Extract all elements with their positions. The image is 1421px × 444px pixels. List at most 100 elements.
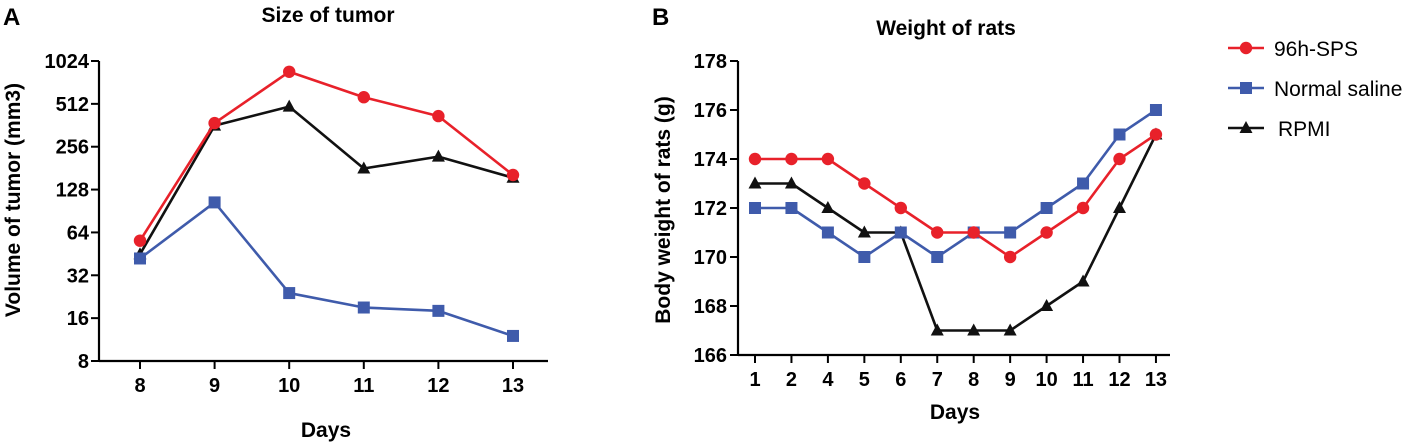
chart-b-point-rpmi — [784, 176, 798, 189]
chart-b-title: Weight of rats — [876, 17, 1016, 40]
chart-b-point-normal-saline — [821, 226, 834, 239]
chart-a-point-96h-sps — [506, 168, 520, 182]
chart-a-point-96h-sps — [133, 234, 147, 247]
chart-b-x-tick-label: 7 — [932, 369, 943, 391]
chart-a-point-normal-saline — [208, 196, 221, 209]
chart-b-point-rpmi — [1113, 201, 1126, 213]
chart-a-point-normal-saline — [507, 329, 519, 342]
chart-b-point-96h-sps — [894, 201, 907, 215]
legend-label: RPMI — [1278, 118, 1331, 141]
chart-a-xlabel: Days — [301, 419, 351, 442]
chart-b-point-normal-saline — [1113, 128, 1126, 141]
chart-a-x-tick-label: 8 — [134, 375, 145, 397]
chart-b-x-tick-label: 13 — [1145, 369, 1167, 391]
chart-b-point-96h-sps — [1040, 226, 1053, 239]
chart-b-point-normal-saline — [1004, 226, 1017, 239]
chart-a-y-tick-label: 1024 — [45, 51, 90, 73]
chart-a-x-tick-label: 13 — [502, 375, 524, 397]
chart-a-point-normal-saline — [283, 287, 296, 300]
chart-a: Size of tumor Volume of tumor (mm3) Days… — [2, 4, 548, 442]
chart-a-y-tick-label: 64 — [67, 222, 90, 244]
chart-a-series — [133, 65, 520, 342]
chart-b-y-tick-label: 172 — [694, 198, 727, 220]
chart-a-x-tick-label: 10 — [278, 375, 300, 397]
chart-b-line-normal-saline — [755, 108, 1157, 259]
chart-b-point-normal-saline — [894, 226, 907, 239]
chart-b-point-rpmi — [748, 176, 762, 189]
chart-a-x-tick-label: 11 — [353, 375, 374, 397]
chart-b-point-rpmi — [930, 323, 944, 336]
chart-b-point-rpmi — [821, 201, 835, 213]
chart-b-x-tick-label: 1 — [749, 369, 760, 391]
chart-a-line-rpmi — [138, 105, 514, 255]
chart-b-point-rpmi — [967, 323, 981, 336]
chart-b-x-tick-label: 5 — [859, 369, 870, 391]
chart-a-axes: 8 16 32 64 128 256 512 1024 8 9 10 11 12 13 — [45, 51, 548, 397]
chart-b-ylabel: Body weight of rats (g) — [652, 96, 675, 324]
legend: 96h-SPS Normal saline RPMI — [1228, 38, 1402, 141]
chart-b-point-normal-saline — [749, 202, 761, 214]
chart-b-x-tick-label: 9 — [1005, 369, 1016, 391]
chart-b-point-96h-sps — [1149, 128, 1163, 141]
legend-marker — [1240, 82, 1252, 94]
chart-b-point-96h-sps — [1113, 152, 1126, 166]
chart-a-point-rpmi — [357, 161, 371, 174]
chart-b-point-rpmi — [1076, 274, 1090, 287]
chart-b-point-normal-saline — [1149, 104, 1162, 116]
chart-b-xlabel: Days — [930, 401, 980, 424]
chart-a-point-96h-sps — [283, 65, 296, 78]
chart-b-y-tick-label: 176 — [694, 100, 727, 122]
chart-a-point-96h-sps — [357, 91, 370, 104]
chart-b-point-normal-saline — [1077, 177, 1090, 190]
panel-label-b: B — [652, 4, 669, 31]
chart-b: Weight of rats Body weight of rats (g) D… — [652, 17, 1170, 424]
legend-label: 96h-SPS — [1274, 38, 1358, 61]
chart-b-line-96h-sps — [755, 133, 1157, 259]
chart-b-x-tick-label: 10 — [1035, 369, 1057, 391]
chart-a-y-tick-label: 8 — [78, 351, 89, 373]
chart-b-point-rpmi — [857, 225, 871, 238]
chart-b-y-tick-label: 170 — [694, 247, 727, 269]
chart-b-y-tick-label: 168 — [694, 296, 727, 318]
chart-a-y-tick-label: 32 — [67, 265, 89, 287]
chart-a-y-tick-label: 256 — [56, 137, 89, 159]
chart-a-point-rpmi — [431, 149, 445, 162]
chart-a-point-normal-saline — [432, 304, 445, 317]
chart-b-point-rpmi — [1040, 299, 1054, 311]
chart-a-point-normal-saline — [357, 301, 370, 314]
chart-b-point-96h-sps — [1003, 250, 1017, 264]
chart-b-point-96h-sps — [821, 152, 835, 166]
legend-marker — [1239, 121, 1253, 133]
chart-b-point-96h-sps — [785, 152, 798, 166]
panel-label-a: A — [3, 4, 20, 31]
chart-b-point-96h-sps — [967, 226, 980, 239]
chart-a-title: Size of tumor — [261, 4, 394, 27]
chart-b-point-normal-saline — [785, 202, 798, 214]
chart-b-x-tick-label: 4 — [822, 369, 834, 391]
chart-b-y-tick-label: 166 — [694, 345, 727, 367]
chart-b-x-tick-label: 6 — [895, 369, 906, 391]
chart-a-y-tick-label: 512 — [56, 94, 89, 116]
chart-b-point-normal-saline — [931, 251, 944, 263]
chart-b-x-tick-label: 2 — [786, 369, 797, 391]
legend-label: Normal saline — [1274, 78, 1402, 101]
chart-b-y-tick-label: 178 — [694, 51, 727, 73]
chart-b-point-rpmi — [1003, 323, 1017, 336]
chart-b-x-tick-label: 12 — [1108, 369, 1130, 391]
chart-a-ylabel: Volume of tumor (mm3) — [2, 83, 25, 317]
chart-b-point-96h-sps — [1076, 201, 1090, 215]
chart-a-point-normal-saline — [134, 252, 146, 265]
chart-b-point-96h-sps — [931, 226, 944, 239]
chart-b-x-tick-label: 11 — [1072, 369, 1093, 391]
chart-b-point-normal-saline — [858, 251, 871, 263]
chart-a-x-tick-label: 12 — [427, 375, 449, 397]
chart-b-y-tick-label: 174 — [694, 149, 728, 171]
chart-b-series — [748, 104, 1163, 336]
chart-a-y-tick-label: 128 — [56, 180, 89, 202]
chart-a-point-96h-sps — [208, 116, 221, 130]
chart-b-x-tick-label: 8 — [968, 369, 979, 391]
chart-a-y-tick-label: 16 — [67, 308, 89, 330]
chart-b-point-normal-saline — [1040, 202, 1053, 214]
